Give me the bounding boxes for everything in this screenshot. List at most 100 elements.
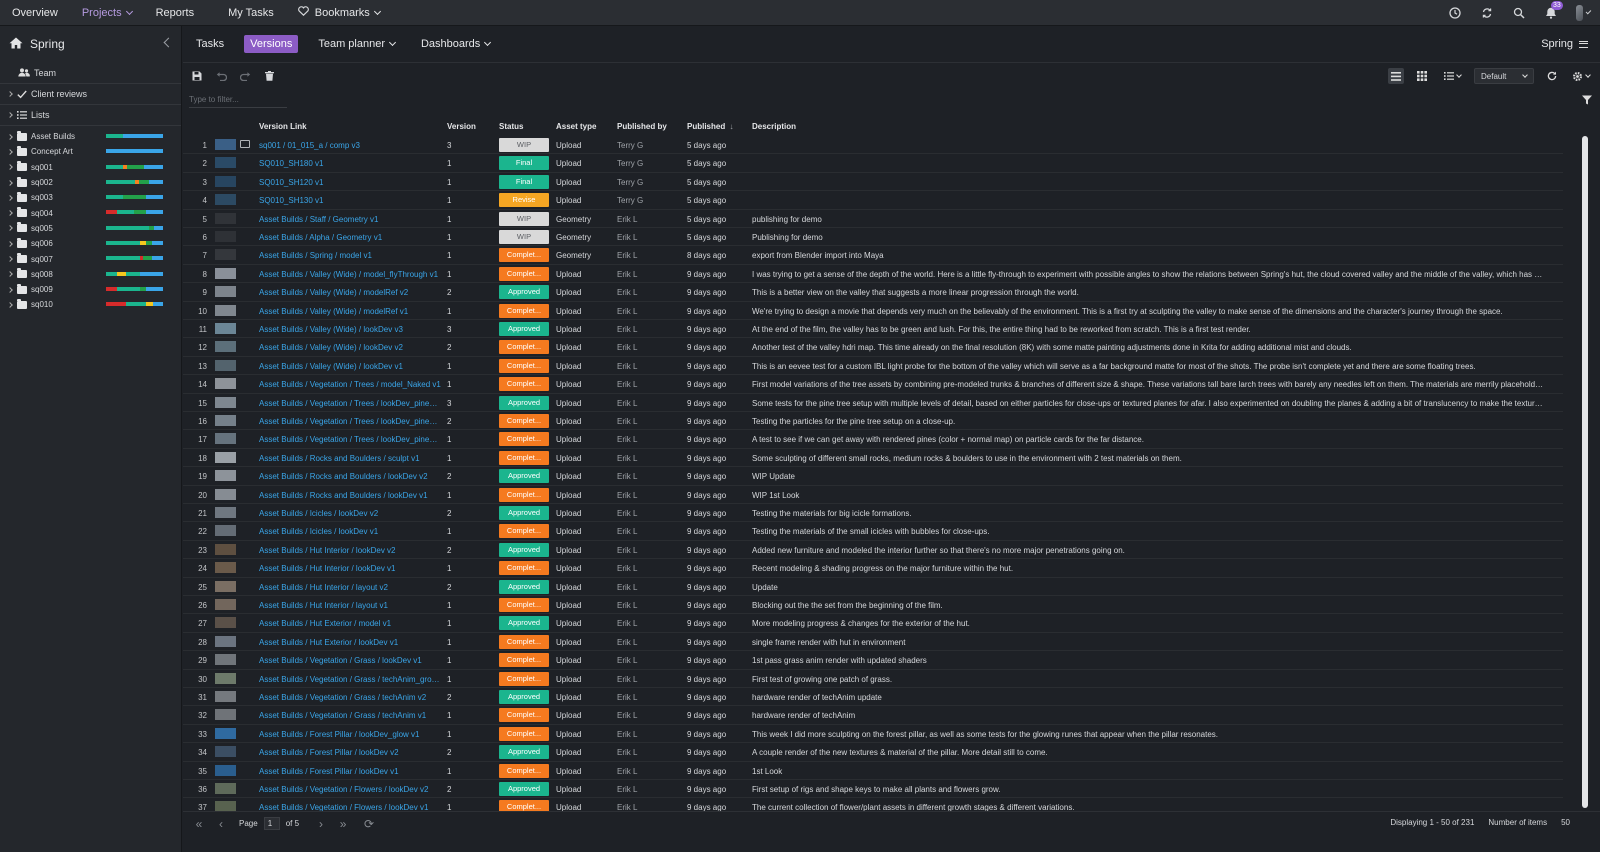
status-badge[interactable]: Complet... (499, 340, 549, 355)
table-row[interactable]: 27 Asset Builds / Hut Exterior / model v1… (183, 614, 1563, 633)
sidebar-folder-sq005[interactable]: sq005 (0, 221, 181, 236)
version-thumbnail[interactable] (215, 267, 236, 279)
filter-funnel-icon[interactable] (1582, 95, 1592, 108)
version-thumbnail[interactable] (215, 470, 236, 482)
table-row[interactable]: 12 Asset Builds / Valley (Wide) / lookDev… (183, 338, 1563, 357)
user-avatar-menu[interactable] (1576, 5, 1592, 21)
table-row[interactable]: 3 SQ010_SH120 v1 1 Final Upload Terry G 5 days… (183, 173, 1563, 192)
sidebar-item-client-reviews[interactable]: Client reviews (0, 83, 181, 104)
nav-bookmarks[interactable]: Bookmarks (286, 0, 392, 26)
version-link[interactable]: Asset Builds / Vegetation / Trees / look… (259, 417, 441, 426)
status-badge[interactable]: Approved (499, 322, 549, 336)
version-link[interactable]: Asset Builds / Icicles / lookDev v1 (259, 527, 379, 537)
table-row[interactable]: 5 Asset Builds / Staff / Geometry v1 1 WIP G… (183, 210, 1563, 228)
table-row[interactable]: 28 Asset Builds / Hut Exterior / lookDev … (183, 633, 1563, 652)
tab-tasks[interactable]: Tasks (190, 35, 230, 53)
table-row[interactable]: 19 Asset Builds / Rocks and Boulders / lo… (183, 467, 1563, 486)
table-row[interactable]: 2 SQ010_SH180 v1 1 Final Upload Terry G 5 days… (183, 154, 1563, 173)
expand-caret-icon[interactable] (7, 149, 13, 155)
status-badge[interactable]: Final (499, 156, 549, 171)
delete-icon[interactable] (263, 70, 275, 82)
notifications-icon[interactable]: 33 (1544, 1, 1563, 20)
comment-icon[interactable] (240, 140, 250, 148)
table-row[interactable]: 11 Asset Builds / Valley (Wide) / lookDev… (183, 320, 1563, 339)
status-badge[interactable]: Approved (499, 616, 549, 631)
status-badge[interactable]: Complet... (499, 653, 549, 668)
status-badge[interactable]: Complet... (499, 524, 549, 539)
version-thumbnail[interactable] (215, 691, 236, 702)
version-link[interactable]: Asset Builds / Vegetation / Grass / tech… (259, 711, 427, 721)
table-row[interactable]: 24 Asset Builds / Hut Interior / lookDev … (183, 559, 1563, 578)
nav-reports[interactable]: Reports (144, 0, 207, 26)
status-badge[interactable]: Approved (499, 782, 549, 796)
table-row[interactable]: 15 Asset Builds / Vegetation / Trees / lo… (183, 394, 1563, 412)
column-header-published[interactable]: Published ↓ (687, 122, 733, 131)
table-scrollbar[interactable] (1582, 136, 1588, 808)
version-thumbnail[interactable] (215, 231, 236, 242)
version-thumbnail[interactable] (215, 672, 236, 684)
sidebar-folder-sq009[interactable]: sq009 (0, 282, 181, 297)
version-link[interactable]: Asset Builds / Valley (Wide) / lookDev v… (259, 343, 403, 353)
status-badge[interactable]: Complet... (499, 377, 549, 392)
version-link[interactable]: Asset Builds / Hut Interior / layout v1 (259, 601, 388, 610)
expand-caret-icon[interactable] (7, 271, 13, 278)
version-thumbnail[interactable] (215, 433, 236, 445)
expand-caret-icon[interactable] (7, 286, 13, 293)
undo-icon[interactable] (215, 70, 227, 82)
project-menu[interactable]: Spring (1541, 38, 1588, 50)
nav-my-tasks[interactable]: My Tasks (216, 0, 286, 26)
version-link[interactable]: Asset Builds / Valley (Wide) / modelRef … (259, 288, 409, 298)
save-icon[interactable] (191, 70, 203, 82)
version-link[interactable]: Asset Builds / Vegetation / Trees / mode… (259, 380, 441, 390)
version-link[interactable]: Asset Builds / Hut Interior / lookDev v1 (259, 564, 396, 574)
list-view-icon[interactable] (1388, 68, 1404, 84)
expand-caret-icon[interactable] (7, 179, 13, 186)
sidebar-folder-sq001[interactable]: sq001 (0, 160, 181, 175)
table-row[interactable]: 26 Asset Builds / Hut Interior / layout v… (183, 596, 1563, 615)
version-thumbnail[interactable] (215, 304, 236, 316)
table-row[interactable]: 29 Asset Builds / Vegetation / Grass / lo… (183, 651, 1563, 670)
version-thumbnail[interactable] (215, 580, 236, 592)
status-badge[interactable]: Complet... (499, 266, 549, 281)
status-badge[interactable]: Complet... (499, 708, 549, 723)
table-row[interactable]: 18 Asset Builds / Rocks and Boulders / sc… (183, 449, 1563, 468)
previous-page-icon[interactable]: ‹ (219, 816, 223, 831)
sidebar-folder-asset-builds[interactable]: Asset Builds (0, 129, 181, 144)
view-preset-select[interactable]: Default (1474, 68, 1534, 84)
table-row[interactable]: 4 SQ010_SH130 v1 1 Revise Upload Terry G 5 day… (183, 191, 1563, 210)
sidebar-folder-sq010[interactable]: sq010 (0, 297, 181, 312)
search-icon[interactable] (1512, 6, 1526, 20)
table-row[interactable]: 34 Asset Builds / Forest Pillar / lookDev… (183, 743, 1563, 762)
version-thumbnail[interactable] (215, 764, 236, 776)
version-thumbnail[interactable] (215, 746, 236, 758)
version-link[interactable]: Asset Builds / Vegetation / Grass / look… (259, 656, 422, 666)
version-link[interactable]: Asset Builds / Rocks and Boulders / scul… (259, 453, 420, 463)
version-thumbnail[interactable] (215, 194, 236, 206)
table-row[interactable]: 21 Asset Builds / Icicles / lookDev v2 2 Ap… (183, 504, 1563, 523)
first-page-icon[interactable]: « (195, 816, 203, 831)
status-badge[interactable]: Approved (499, 690, 549, 704)
status-badge[interactable]: Approved (499, 469, 549, 484)
version-link[interactable]: sq001 / 01_015_a / comp v3 (259, 141, 360, 150)
table-row[interactable]: 23 Asset Builds / Hut Interior / lookDev … (183, 541, 1563, 560)
columns-menu-icon[interactable] (1440, 68, 1464, 84)
version-thumbnail[interactable] (215, 709, 236, 721)
version-thumbnail[interactable] (215, 451, 236, 463)
expand-caret-icon[interactable] (7, 194, 13, 201)
version-thumbnail[interactable] (215, 378, 236, 390)
column-header-version-link[interactable]: Version Link (259, 122, 307, 131)
nav-projects[interactable]: Projects (70, 0, 144, 26)
version-link[interactable]: SQ010_SH120 v1 (259, 177, 324, 187)
version-link[interactable]: SQ010_SH130 v1 (259, 196, 324, 206)
version-thumbnail[interactable] (215, 249, 236, 261)
expand-caret-icon[interactable] (7, 302, 13, 308)
status-badge[interactable]: Approved (499, 579, 549, 594)
expand-caret-icon[interactable] (7, 256, 13, 262)
expand-caret-icon[interactable] (7, 133, 13, 140)
status-badge[interactable]: Revise (499, 193, 549, 208)
version-link[interactable]: Asset Builds / Alpha / Geometry v1 (259, 233, 383, 242)
table-row[interactable]: 16 Asset Builds / Vegetation / Trees / lo… (183, 412, 1563, 431)
table-row[interactable]: 31 Asset Builds / Vegetation / Grass / te… (183, 688, 1563, 707)
tab-dashboards[interactable]: Dashboards (415, 35, 496, 53)
expand-caret-icon[interactable] (7, 225, 13, 232)
